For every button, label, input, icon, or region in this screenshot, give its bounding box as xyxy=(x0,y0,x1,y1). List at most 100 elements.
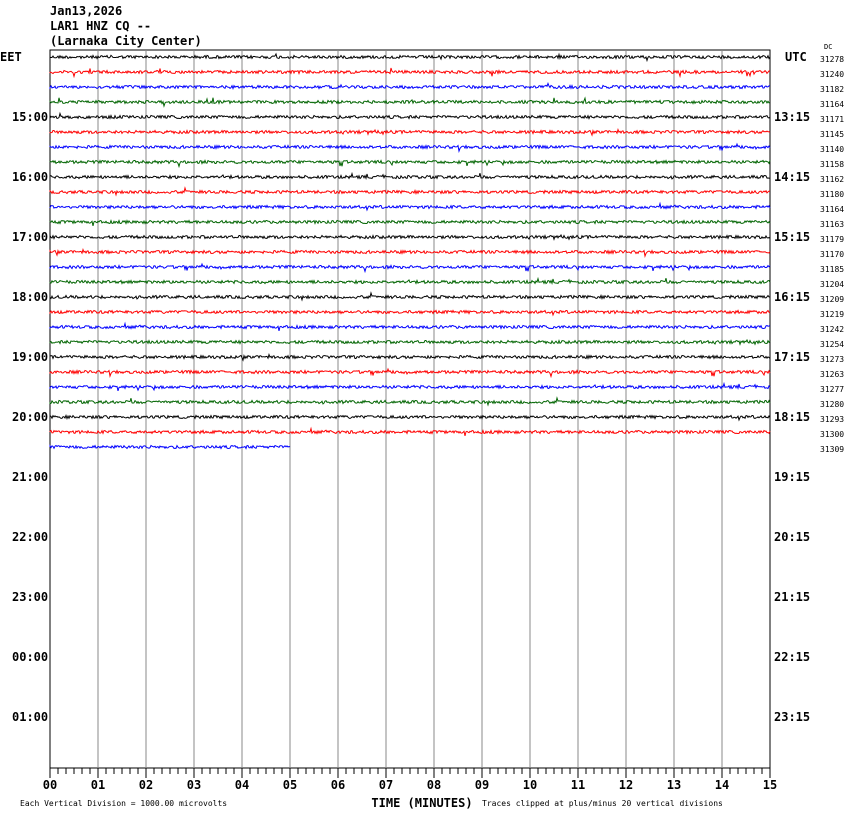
seismic-trace xyxy=(49,262,771,274)
dc-offset-label: 31145 xyxy=(820,130,844,139)
left-hour-label: 21:00 xyxy=(12,470,48,484)
right-hour-label: 17:15 xyxy=(774,350,810,364)
seismic-trace xyxy=(49,396,771,407)
dc-offset-label: 31278 xyxy=(820,55,844,64)
dc-offset-label: 31162 xyxy=(820,175,844,184)
x-tick-label: 13 xyxy=(667,778,681,792)
seismic-trace xyxy=(49,353,771,362)
seismic-trace xyxy=(49,414,771,422)
seismic-trace xyxy=(49,142,771,153)
left-hour-label: 00:00 xyxy=(12,650,48,664)
dc-offset-label: 31242 xyxy=(820,325,844,334)
dc-offset-label: 31263 xyxy=(820,370,844,379)
x-tick-label: 15 xyxy=(763,778,777,792)
seismic-trace xyxy=(49,444,291,450)
right-hour-label: 23:15 xyxy=(774,710,810,724)
x-tick-label: 07 xyxy=(379,778,393,792)
dc-offset-label: 31293 xyxy=(820,415,844,424)
x-tick-label: 14 xyxy=(715,778,729,792)
dc-offset-label: 31180 xyxy=(820,190,844,199)
dc-offset-label: 31280 xyxy=(820,400,844,409)
right-hour-label: 15:15 xyxy=(774,230,810,244)
seismic-trace xyxy=(49,81,771,90)
date-label: Jan13,2026 xyxy=(50,4,123,18)
x-tick-label: 05 xyxy=(283,778,297,792)
seismic-trace xyxy=(49,338,771,346)
dc-header: DC xyxy=(824,43,832,51)
dc-offset-label: 31209 xyxy=(820,295,844,304)
x-tick-label: 02 xyxy=(139,778,153,792)
right-hour-label: 16:15 xyxy=(774,290,810,304)
left-hour-label: 17:00 xyxy=(12,230,48,244)
x-tick-label: 12 xyxy=(619,778,633,792)
right-hour-label: 19:15 xyxy=(774,470,810,484)
left-hour-label: 16:00 xyxy=(12,170,48,184)
scale-note: Each Vertical Division = 1000.00 microvo… xyxy=(20,799,227,808)
seismic-trace xyxy=(49,426,771,437)
right-hour-label: 14:15 xyxy=(774,170,810,184)
dc-offset-label: 31163 xyxy=(820,220,844,229)
dc-offset-label: 31277 xyxy=(820,385,844,394)
seismic-trace xyxy=(49,186,771,197)
seismic-trace xyxy=(49,171,771,181)
seismic-trace xyxy=(49,321,771,332)
x-tick-label: 03 xyxy=(187,778,201,792)
seismic-trace xyxy=(49,67,771,79)
x-tick-label: 11 xyxy=(571,778,585,792)
left-timezone-label: EET xyxy=(0,50,22,64)
dc-offset-label: 31179 xyxy=(820,235,844,244)
right-hour-label: 18:15 xyxy=(774,410,810,424)
left-hour-label: 22:00 xyxy=(12,530,48,544)
dc-offset-label: 31185 xyxy=(820,265,844,274)
seismic-trace xyxy=(49,276,771,286)
seismic-trace xyxy=(49,201,771,212)
right-hour-label: 21:15 xyxy=(774,590,810,604)
dc-offset-label: 31182 xyxy=(820,85,844,94)
x-tick-label: 06 xyxy=(331,778,345,792)
x-tick-label: 10 xyxy=(523,778,537,792)
seismic-trace xyxy=(49,381,771,392)
dc-offset-label: 31254 xyxy=(820,340,844,349)
plot-frame xyxy=(49,49,771,769)
clip-note: Traces clipped at plus/minus 20 vertical… xyxy=(482,799,723,808)
dc-offset-label: 31204 xyxy=(820,280,844,289)
left-hour-label: 19:00 xyxy=(12,350,48,364)
left-hour-label: 01:00 xyxy=(12,710,48,724)
dc-offset-label: 31140 xyxy=(820,145,844,154)
seismic-trace xyxy=(49,248,771,258)
seismic-trace xyxy=(49,128,771,137)
dc-offset-label: 31170 xyxy=(820,250,844,259)
dc-offset-label: 31300 xyxy=(820,430,844,439)
left-hour-label: 15:00 xyxy=(12,110,48,124)
seismic-trace xyxy=(49,219,771,227)
seismic-trace xyxy=(49,233,771,241)
seismic-trace xyxy=(49,96,771,108)
dc-offset-label: 31219 xyxy=(820,310,844,319)
dc-offset-label: 31240 xyxy=(820,70,844,79)
seismic-trace xyxy=(49,52,771,63)
x-tick-label: 09 xyxy=(475,778,489,792)
station-label: LAR1 HNZ CQ -- xyxy=(50,19,152,33)
location-label: (Larnaka City Center) xyxy=(50,34,202,48)
dc-offset-label: 31164 xyxy=(820,205,844,214)
seismic-trace xyxy=(49,367,771,379)
seismic-trace xyxy=(49,291,771,302)
x-tick-label: 08 xyxy=(427,778,441,792)
x-tick-label: 01 xyxy=(91,778,105,792)
dc-offset-label: 31164 xyxy=(820,100,844,109)
right-hour-label: 13:15 xyxy=(774,110,810,124)
left-hour-label: 20:00 xyxy=(12,410,48,424)
seismic-trace xyxy=(49,159,771,169)
x-axis-label: TIME (MINUTES) xyxy=(371,796,472,810)
x-tick-label: 04 xyxy=(235,778,249,792)
right-hour-label: 22:15 xyxy=(774,650,810,664)
seismic-trace xyxy=(49,111,771,120)
left-hour-label: 18:00 xyxy=(12,290,48,304)
dc-offset-label: 31273 xyxy=(820,355,844,364)
dc-offset-label: 31158 xyxy=(820,160,844,169)
left-hour-label: 23:00 xyxy=(12,590,48,604)
right-timezone-label: UTC xyxy=(785,50,807,64)
dc-offset-label: 31171 xyxy=(820,115,844,124)
dc-offset-label: 31309 xyxy=(820,445,844,454)
